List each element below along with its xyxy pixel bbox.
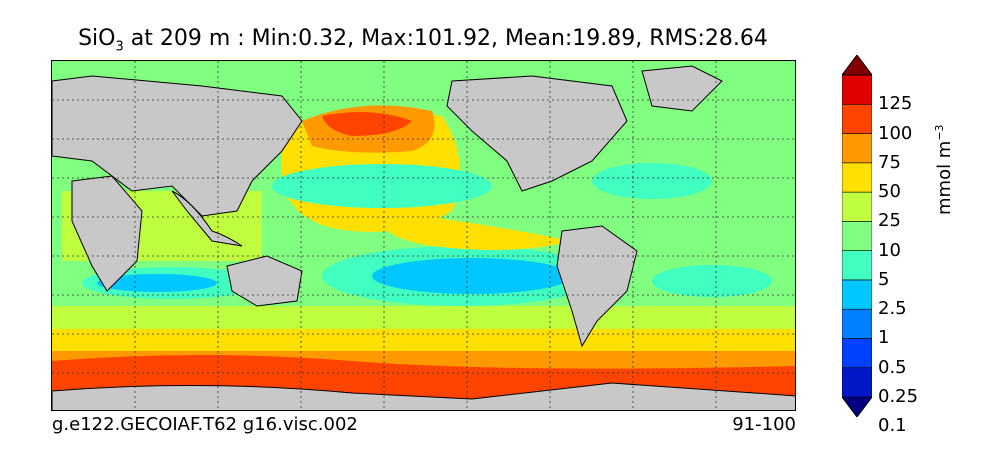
colorbar — [842, 55, 872, 417]
colorbar-swatch — [842, 367, 872, 398]
colorbar-swatch — [842, 221, 872, 251]
colorbar-tick-label: 0.5 — [878, 356, 907, 378]
indonesia-landmass — [171, 190, 243, 247]
north-america-landmass — [446, 75, 628, 192]
colorbar-tick-label: 0.25 — [878, 386, 919, 407]
colorbar-swatch — [842, 338, 872, 369]
north-atlantic-gyre-2-5 — [592, 163, 712, 199]
north-pacific-gyre-2-5 — [272, 164, 492, 208]
colorbar-tick-label: 100 — [878, 122, 913, 144]
case-name-label: g.e122.GECOIAF.T62 g16.visc.002 — [52, 414, 358, 435]
colorbar-tick-label: 125 — [878, 93, 913, 115]
indian-ocean-gyre-1-2 — [97, 274, 217, 292]
north-pacific-75-100 — [322, 112, 412, 136]
colorbar-tick-label: 5 — [878, 268, 890, 290]
title-variable: SiO — [78, 26, 116, 51]
colorbar-swatch — [842, 191, 872, 222]
africa-landmass — [71, 175, 143, 292]
colorbar-swatch — [842, 308, 872, 339]
unit-exponent: −3 — [933, 124, 946, 141]
colorbar-tick-label: 50 — [878, 181, 901, 203]
colorbar-tick-label: 10 — [878, 239, 901, 261]
map-title: SiO3 at 209 m : Min:0.32, Max:101.92, Me… — [0, 26, 846, 54]
colorbar-max-arrow — [842, 55, 872, 76]
colorbar-swatch — [842, 250, 872, 281]
colorbar-min-arrow — [842, 396, 872, 417]
title-variable-subscript: 3 — [115, 39, 124, 55]
eurasia-landmass — [52, 75, 303, 217]
colorbar-unit-label: mmol m−3 — [933, 124, 963, 215]
antarctica-landmass — [52, 382, 795, 410]
ocean-field-plot — [52, 61, 795, 410]
graticule — [52, 61, 795, 410]
colorbar-tick-label: 0.1 — [878, 415, 907, 437]
colorbar-tick-label: 75 — [878, 151, 901, 173]
colorbar-tick-label: 25 — [878, 210, 901, 232]
unit-text: mmol m — [934, 140, 955, 215]
colorbar-swatch — [842, 74, 872, 105]
colorbar-swatch — [842, 279, 872, 310]
colorbar-tick-label: 2.5 — [878, 298, 907, 320]
equatorial-pacific-25-50 — [380, 211, 572, 250]
south-atlantic-gyre-2-5 — [652, 265, 772, 297]
colorbar-swatch — [842, 133, 872, 164]
south-pacific-gyre-1-2 — [372, 258, 572, 294]
colorbar-tick-label: 1 — [878, 327, 890, 349]
title-stats: at 209 m : Min:0.32, Max:101.92, Mean:19… — [123, 26, 768, 51]
colorbar-swatch — [842, 162, 872, 193]
years-label: 91-100 — [732, 414, 796, 435]
world-map — [51, 60, 796, 411]
colorbar-swatch — [842, 103, 872, 134]
